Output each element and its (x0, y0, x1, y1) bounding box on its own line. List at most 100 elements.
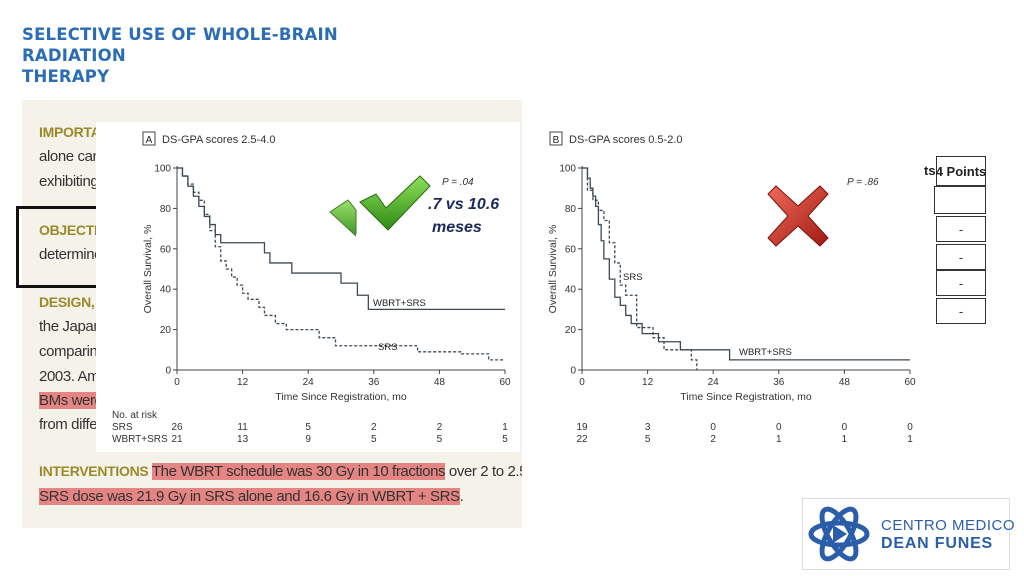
abstract-line: from differe (39, 416, 110, 433)
abstract-line: 2003. Amo (39, 368, 108, 385)
risk-row-name: SRS (112, 422, 133, 433)
risk-value: 5 (502, 434, 508, 445)
slide-title-line2: THERAPY (22, 67, 110, 86)
y-axis-label: Overall Survival, % (142, 225, 154, 314)
y-tick-label: 0 (570, 366, 576, 377)
survival-annotation-line1: .7 vs 10.6 (428, 196, 500, 213)
risk-value: 5 (437, 434, 443, 445)
table-cell: - (936, 270, 986, 296)
y-tick-label: 80 (160, 204, 172, 215)
abstract-text: . (459, 488, 464, 505)
survival-annotation-line2: meses (432, 219, 482, 236)
x-tick-label: 24 (303, 377, 315, 388)
abstract-interventions-line1: INTERVENTIONS The WBRT schedule was 30 G… (39, 463, 522, 480)
panel-label-box (549, 131, 563, 146)
logo-text-line1: CENTRO MEDICO (881, 517, 1015, 534)
risk-row-name: WBRT+SRS (112, 434, 168, 445)
risk-value: 0 (842, 422, 848, 433)
risk-value: 26 (171, 422, 183, 433)
table-cell: - (936, 216, 986, 242)
table-blank-row (934, 186, 986, 214)
risk-value: 0 (710, 422, 716, 433)
abstract-line-text: 2003. Amo (39, 368, 108, 385)
risk-value: 5 (371, 434, 377, 445)
table-header-4-points: 4 Points (936, 156, 986, 186)
series-label: WBRT+SRS (739, 347, 792, 358)
chart-title: DS-GPA scores 2.5-4.0 (162, 134, 276, 146)
chart-header: B DS-GPA scores 0.5-2.0 (549, 131, 683, 146)
chart-header: A DS-GPA scores 2.5-4.0 (142, 131, 276, 146)
table-cell: - (936, 298, 986, 324)
risk-value: 3 (645, 422, 651, 433)
risk-value: 5 (645, 434, 651, 445)
atom-logo-icon (808, 506, 870, 562)
x-tick-label: 0 (579, 377, 585, 388)
risk-value: 13 (237, 434, 249, 445)
km-curve-srs (582, 167, 698, 370)
risk-value: 2 (437, 422, 443, 433)
risk-table-label: No. at risk (112, 410, 158, 421)
chart-panel-a: A DS-GPA scores 2.5-4.0 0 20 40 60 80 100 0 12 24 3… (96, 122, 520, 452)
slide-title-line1: SELECTIVE USE OF WHOLE-BRAIN RADIATION (22, 25, 338, 65)
x-tick-label: 24 (708, 377, 720, 388)
highlighted-text: SRS dose was 21.9 Gy in SRS alone and 16… (39, 488, 460, 505)
risk-value: 1 (776, 434, 782, 445)
panel-label: B (553, 135, 560, 146)
x-tick-label: 60 (904, 377, 916, 388)
x-tick-label: 36 (368, 377, 380, 388)
y-tick-label: 40 (565, 285, 577, 296)
highlighted-text: The WBRT schedule was 30 Gy in 10 fracti… (151, 463, 446, 480)
panel-label: A (146, 135, 153, 146)
p-value: P = .04 (442, 177, 474, 188)
centro-medico-logo: CENTRO MEDICO DEAN FUNES (802, 498, 1015, 570)
risk-value: 1 (907, 434, 913, 445)
panel-label-box (142, 131, 156, 146)
risk-value: 2 (710, 434, 716, 445)
y-tick-label: 20 (160, 325, 172, 336)
x-axis-label: Time Since Registration, mo (680, 391, 812, 403)
table-cell: - (936, 244, 986, 270)
x-tick-label: 60 (499, 377, 511, 388)
x-tick-label: 12 (237, 377, 249, 388)
chart-panel-b: B DS-GPA scores 0.5-2.0 0 20 40 60 80 100 0 12 24 3… (540, 122, 930, 452)
y-tick-label: 0 (165, 366, 171, 377)
x-tick-label: 48 (434, 377, 446, 388)
table-header-fragment: ts (924, 162, 936, 178)
y-axis-label: Overall Survival, % (547, 225, 559, 314)
series-label: WBRT+SRS (373, 298, 426, 309)
km-curve-srs (177, 167, 505, 361)
abstract-line: determined (39, 246, 111, 263)
y-tick-label: 100 (154, 164, 171, 175)
y-tick-label: 60 (160, 244, 172, 255)
x-tick-label: 0 (174, 377, 180, 388)
risk-value: 9 (305, 434, 311, 445)
y-tick-label: 20 (565, 325, 577, 336)
risk-value: 0 (776, 422, 782, 433)
x-tick-label: 12 (642, 377, 654, 388)
logo-text-line2: DEAN FUNES (881, 535, 994, 552)
abstract-interventions-line2: SRS dose was 21.9 Gy in SRS alone and 16… (39, 488, 464, 505)
risk-value: 0 (907, 422, 913, 433)
p-value: P = .86 (847, 177, 879, 188)
abstract-line: exhibiting h (39, 173, 111, 190)
y-tick-label: 80 (565, 204, 577, 215)
y-tick-label: 60 (565, 244, 577, 255)
x-tick-label: 36 (773, 377, 785, 388)
abstract-text: over 2 to 2.5 weeks. The mean (448, 463, 522, 480)
risk-value: 2 (371, 422, 377, 433)
abstract-heading-interventions: INTERVENTIONS (39, 463, 149, 479)
series-label: SRS (623, 272, 643, 283)
x-tick-label: 48 (839, 377, 851, 388)
risk-value: 1 (842, 434, 848, 445)
green-checkmark-icon (329, 175, 431, 242)
risk-value: 5 (305, 422, 311, 433)
risk-value: 19 (576, 422, 588, 433)
risk-value: 21 (171, 434, 183, 445)
y-tick-label: 100 (559, 164, 576, 175)
x-axis-label: Time Since Registration, mo (275, 391, 407, 403)
red-x-icon (767, 185, 829, 247)
series-label: SRS (378, 342, 398, 353)
chart-title: DS-GPA scores 0.5-2.0 (569, 134, 683, 146)
